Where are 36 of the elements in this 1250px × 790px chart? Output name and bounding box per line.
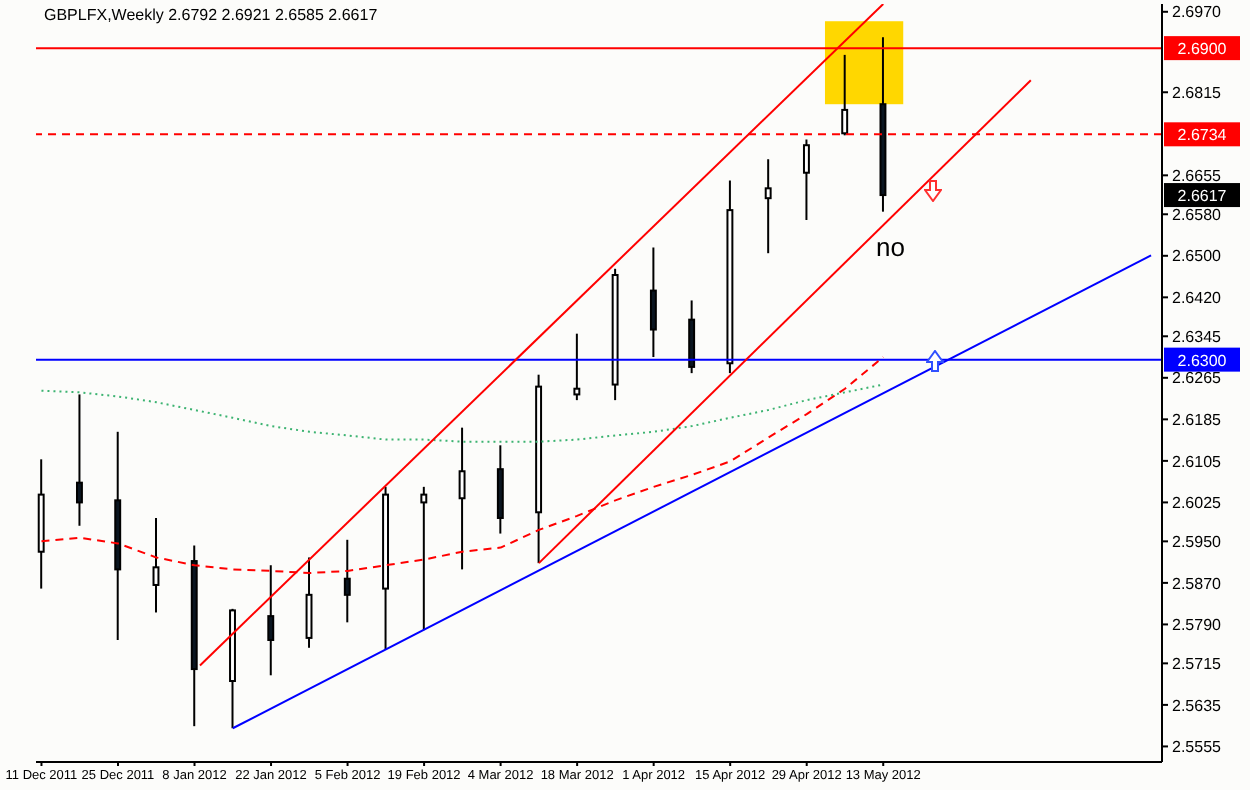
candlestick xyxy=(764,158,772,255)
candlestick xyxy=(688,299,696,375)
annotation: no xyxy=(876,232,905,262)
y-tick-label: 2.5870 xyxy=(1172,574,1223,593)
y-tick-label: 2.6420 xyxy=(1172,289,1223,308)
candlestick xyxy=(458,426,466,571)
y-tick-label: 2.5635 xyxy=(1172,696,1223,715)
ref-line-label: 2.6900 xyxy=(1177,40,1228,59)
ref-line-label: 2.6300 xyxy=(1177,351,1228,370)
y-tick-label: 2.6500 xyxy=(1172,247,1223,266)
y-tick-label: 2.5790 xyxy=(1172,616,1223,635)
candlestick xyxy=(267,564,275,677)
chart-title: GBPLFX,Weekly 2.6792 2.6921 2.6585 2.6617 xyxy=(44,6,378,24)
candlestick xyxy=(802,138,810,221)
candlestick xyxy=(420,485,428,632)
y-tick-label: 2.5950 xyxy=(1172,533,1223,552)
y-tick-label: 2.6580 xyxy=(1172,205,1223,224)
candlestick xyxy=(76,393,83,527)
y-tick-label: 2.6185 xyxy=(1172,411,1223,430)
ref-line-label: 2.6734 xyxy=(1177,126,1228,145)
y-tick-label: 2.6345 xyxy=(1172,327,1223,346)
candlestick xyxy=(152,516,160,614)
y-tick-label: 2.6025 xyxy=(1172,494,1223,513)
candlestick xyxy=(649,246,657,359)
y-tick-label: 2.6815 xyxy=(1172,83,1223,102)
line-series xyxy=(40,383,885,443)
candlestick xyxy=(573,332,581,402)
candlestick xyxy=(841,53,849,137)
y-tick-label: 2.5715 xyxy=(1172,655,1223,674)
annotation: 2.6617 xyxy=(1177,187,1228,206)
y-tick-label: 2.5555 xyxy=(1172,738,1223,757)
y-tick-label: 2.6105 xyxy=(1172,452,1223,471)
y-tick-label: 2.6970 xyxy=(1172,3,1223,22)
y-tick-label: 2.6655 xyxy=(1172,167,1223,186)
y-tick-label: 2.6265 xyxy=(1172,369,1223,388)
candlestick xyxy=(343,538,351,624)
